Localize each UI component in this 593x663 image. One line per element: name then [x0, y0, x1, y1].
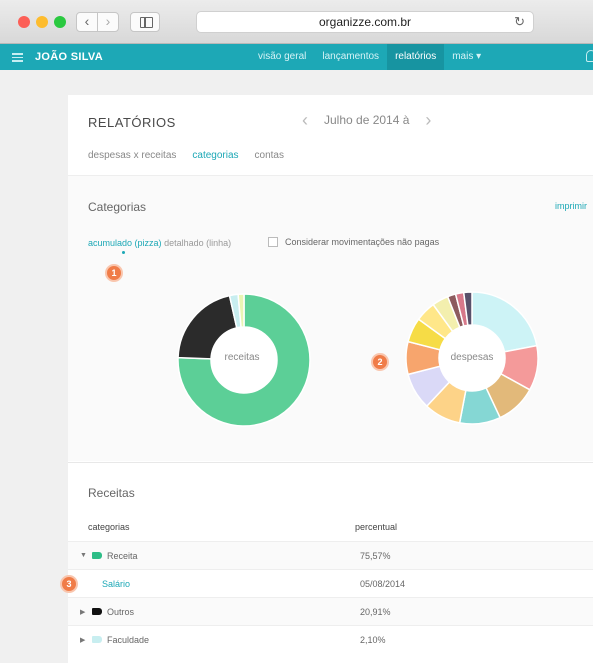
top-navigation: visão geral lançamentos relatórios mais …: [250, 44, 489, 70]
unpaid-checkbox-label[interactable]: Considerar movimentações não pagas: [285, 237, 440, 247]
forward-button[interactable]: ›: [97, 12, 119, 32]
address-bar[interactable]: organizze.com.br ↻: [196, 11, 534, 33]
subcategory-date: 05/08/2014: [360, 579, 406, 589]
receitas-title: Receitas: [88, 486, 135, 500]
table-row-faculdade[interactable]: ▶ Faculdade 2,10%: [68, 625, 593, 653]
tab-categorias[interactable]: categorias: [192, 150, 239, 176]
page-background: RELATÓRIOS ‹ Julho de 2014 à › despesas …: [0, 70, 593, 663]
active-view-indicator: [122, 251, 125, 254]
section-title: Categorias: [88, 200, 147, 214]
category-name: Receita: [107, 551, 138, 561]
minimize-window-button[interactable]: [36, 16, 48, 28]
view-toggle: acumulado (pizza) detalhado (linha): [88, 238, 231, 248]
browser-toolbar: ‹ › organizze.com.br ↻: [0, 0, 593, 44]
header-percentual: percentual: [355, 522, 398, 532]
app-navbar: JOÃO SILVA visão geral lançamentos relat…: [0, 44, 593, 70]
receitas-chart-label: receitas: [224, 352, 260, 363]
despesas-chart-label: despesas: [450, 352, 494, 363]
nav-relatorios[interactable]: relatórios: [387, 44, 445, 70]
annotation-badge-3: 3: [60, 575, 78, 593]
chevron-left-icon[interactable]: ‹: [302, 110, 308, 130]
report-card: RELATÓRIOS ‹ Julho de 2014 à › despesas …: [68, 95, 593, 663]
annotation-badge-1: 1: [105, 264, 123, 282]
category-percent: 75,57%: [360, 551, 391, 561]
tab-despesas-x-receitas[interactable]: despesas x receitas: [88, 150, 177, 161]
header-categorias: categorias: [88, 522, 130, 532]
tag-icon: [92, 636, 102, 643]
chevron-right-icon[interactable]: ›: [425, 110, 432, 130]
reload-icon[interactable]: ↻: [514, 14, 525, 29]
category-name: Outros: [107, 607, 135, 617]
donut-hole: [211, 327, 277, 393]
back-button[interactable]: ‹: [76, 12, 98, 32]
category-name: Faculdade: [107, 635, 150, 645]
view-linha-option[interactable]: detalhado (linha): [164, 238, 232, 248]
month-label[interactable]: Julho de 2014 à: [324, 113, 410, 127]
caret-right-icon[interactable]: ▶: [80, 637, 86, 644]
tag-icon: [92, 608, 102, 615]
category-percent: 2,10%: [360, 635, 386, 645]
page-title: RELATÓRIOS: [88, 115, 176, 130]
tabs-divider: [68, 175, 593, 176]
caret-down-icon[interactable]: ▼: [80, 552, 87, 559]
nav-visao-geral[interactable]: visão geral: [258, 51, 307, 62]
caret-right-icon[interactable]: ▶: [80, 609, 86, 616]
tab-contas[interactable]: contas: [254, 150, 284, 161]
hamburger-menu-icon[interactable]: [12, 53, 23, 64]
month-navigator: ‹ Julho de 2014 à ›: [302, 110, 432, 130]
report-tabs: despesas x receitas categorias contas: [88, 150, 300, 176]
nav-lancamentos[interactable]: lançamentos: [322, 51, 380, 62]
nav-mais[interactable]: mais ▾: [452, 51, 482, 62]
annotation-badge-2: 2: [371, 353, 389, 371]
table-row-receita[interactable]: ▼ Receita 75,57%: [68, 541, 593, 569]
view-pizza-option[interactable]: acumulado (pizza): [88, 238, 162, 248]
unpaid-checkbox[interactable]: [268, 237, 278, 247]
print-link[interactable]: imprimir: [555, 201, 587, 211]
section-divider: [68, 462, 593, 463]
category-percent: 20,91%: [360, 607, 391, 617]
zoom-window-button[interactable]: [54, 16, 66, 28]
user-name[interactable]: JOÃO SILVA: [35, 51, 103, 63]
receitas-donut-chart[interactable]: [174, 290, 314, 430]
sidebar-toggle-icon[interactable]: [130, 12, 160, 32]
table-row-salario[interactable]: Salário 05/08/2014: [68, 569, 593, 597]
url-text: organizze.com.br: [318, 15, 412, 29]
donut-hole: [439, 325, 505, 391]
unpaid-checkbox-row: Considerar movimentações não pagas: [268, 237, 439, 247]
tag-icon: [92, 552, 102, 559]
table-row-outros[interactable]: ▶ Outros 20,91%: [68, 597, 593, 625]
bell-icon[interactable]: [586, 50, 593, 62]
close-window-button[interactable]: [18, 16, 30, 28]
subcategory-name[interactable]: Salário: [102, 579, 131, 589]
despesas-donut-chart[interactable]: [402, 288, 542, 428]
